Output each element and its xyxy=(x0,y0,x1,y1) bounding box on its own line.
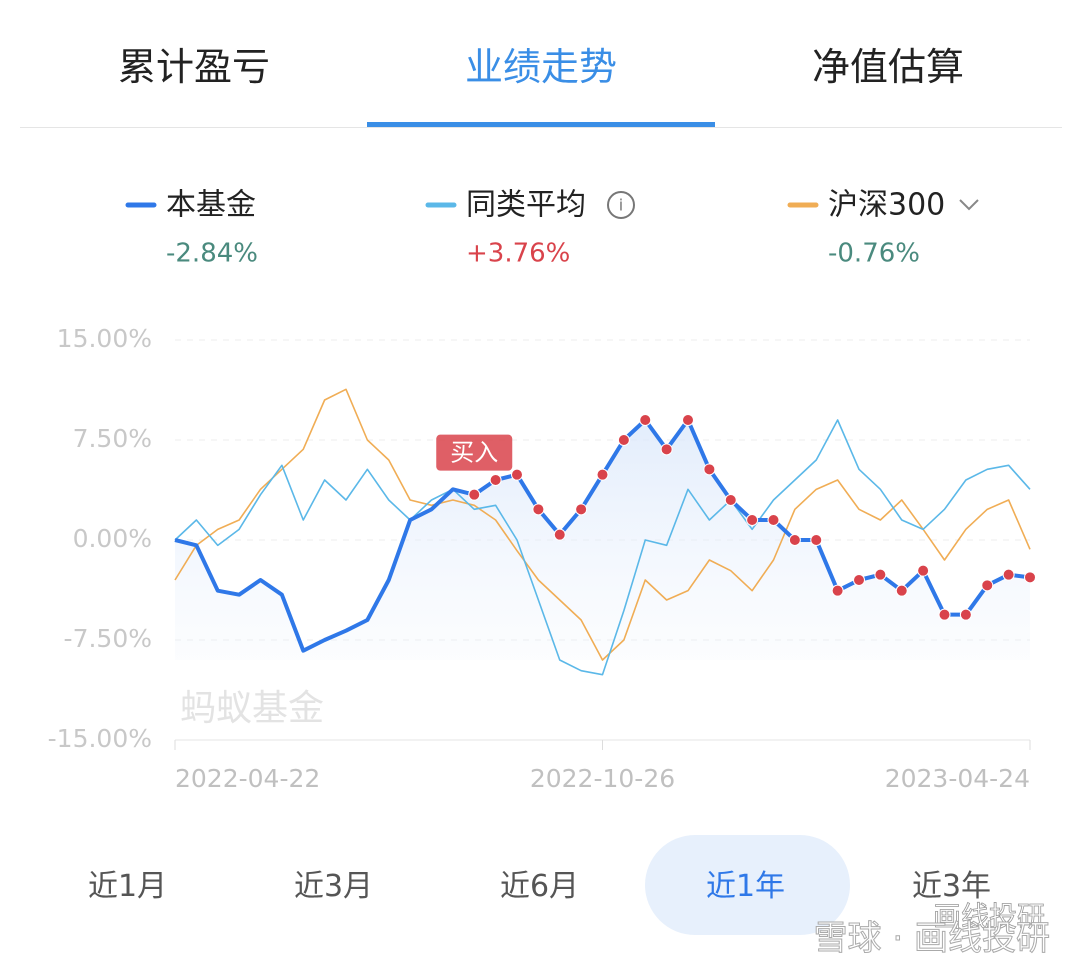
trade-dot xyxy=(511,468,523,481)
trade-dot xyxy=(895,584,908,597)
trade-dot xyxy=(1024,571,1036,584)
period-highlight xyxy=(645,835,850,935)
tab[interactable]: 净值估算 xyxy=(811,45,964,89)
trade-dot xyxy=(617,434,630,446)
trade-dot xyxy=(788,534,801,546)
series-line xyxy=(174,388,1031,661)
trade-dot xyxy=(917,564,930,577)
trade-dot xyxy=(959,608,972,621)
trade-dot xyxy=(938,608,951,621)
info-icon[interactable] xyxy=(607,191,635,219)
buy-label-bg xyxy=(436,434,513,471)
trade-dot xyxy=(746,514,759,526)
period-button[interactable]: 近6月 xyxy=(499,869,580,904)
period-button[interactable]: 近3月 xyxy=(293,869,374,904)
trade-dot xyxy=(468,488,481,501)
x-tick-label: 2022-10-26 xyxy=(530,764,675,793)
tab-indicator xyxy=(367,122,715,127)
trade-dot xyxy=(981,579,994,592)
trade-dot xyxy=(682,414,694,426)
trade-dot xyxy=(767,514,780,526)
tab[interactable]: 累计盈亏 xyxy=(117,45,270,89)
y-tick-label: -15.00% xyxy=(48,724,152,753)
period-button[interactable]: 近1月 xyxy=(87,869,168,904)
trade-dot xyxy=(489,474,502,486)
legend-name: 本基金 xyxy=(166,188,256,223)
trade-dot xyxy=(660,443,673,456)
y-tick-label: 0.00% xyxy=(73,524,152,553)
x-tick-label: 2022-04-22 xyxy=(175,764,320,793)
series-line xyxy=(174,419,1031,676)
dropdown-chevron[interactable] xyxy=(959,199,979,211)
buy-label: 买入 xyxy=(450,439,498,467)
y-tick-label: 7.50% xyxy=(73,424,152,453)
trade-dot xyxy=(596,468,609,481)
trade-dot xyxy=(874,568,887,581)
legend-value: -2.84% xyxy=(166,239,258,269)
legend-value: -0.76% xyxy=(828,239,920,269)
x-tick-label: 2023-04-24 xyxy=(885,764,1030,793)
period-button[interactable]: 近3年 xyxy=(911,869,992,904)
fund-area xyxy=(175,420,1030,660)
legend-value: +3.76% xyxy=(466,239,570,269)
chart-watermark: 蚂蚁基金 xyxy=(180,688,324,729)
tab-separator xyxy=(20,127,1062,128)
trade-dot xyxy=(724,494,737,506)
trade-dot xyxy=(1002,568,1015,581)
y-tick-label: 15.00% xyxy=(57,324,152,353)
info-icon-glyph: i xyxy=(619,196,623,215)
trade-dot xyxy=(810,534,823,546)
y-tick-label: -7.50% xyxy=(64,624,152,653)
footer-source: 雪球 · 画线投研 xyxy=(814,919,1050,959)
trade-dot xyxy=(532,503,545,516)
trade-dot xyxy=(639,414,652,426)
footer-wechat: 画线投研 xyxy=(933,900,1045,933)
legend-name: 同类平均 xyxy=(466,188,586,223)
legend-name: 沪深300 xyxy=(828,188,945,223)
tab[interactable]: 业绩走势 xyxy=(464,45,617,89)
trade-dot xyxy=(831,584,844,597)
trade-dot xyxy=(575,503,588,516)
period-button[interactable]: 近1年 xyxy=(705,869,786,904)
trade-dot xyxy=(553,528,566,541)
trade-dot xyxy=(853,574,865,586)
trade-dot xyxy=(703,463,716,476)
